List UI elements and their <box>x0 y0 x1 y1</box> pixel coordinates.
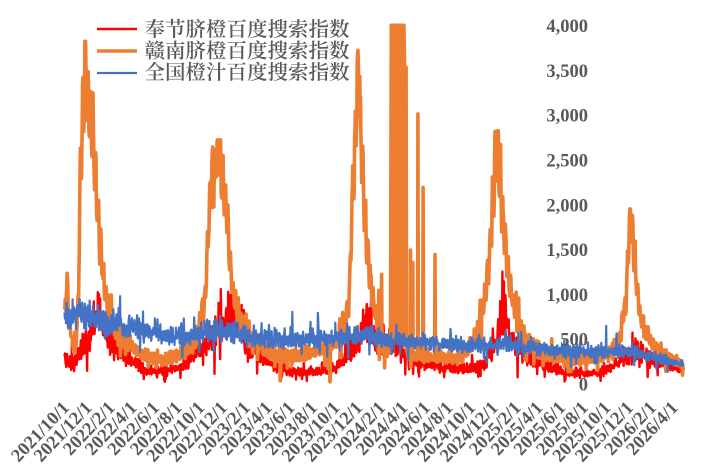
svg-text:1,500: 1,500 <box>546 241 588 261</box>
svg-text:1,000: 1,000 <box>546 286 588 306</box>
svg-text:3,500: 3,500 <box>546 62 588 82</box>
svg-text:500: 500 <box>560 331 588 351</box>
svg-text:3,000: 3,000 <box>546 107 588 127</box>
svg-text:2,500: 2,500 <box>546 152 588 172</box>
svg-text:4,000: 4,000 <box>546 17 588 37</box>
svg-text:0: 0 <box>579 376 588 396</box>
svg-text:2,000: 2,000 <box>546 196 588 216</box>
